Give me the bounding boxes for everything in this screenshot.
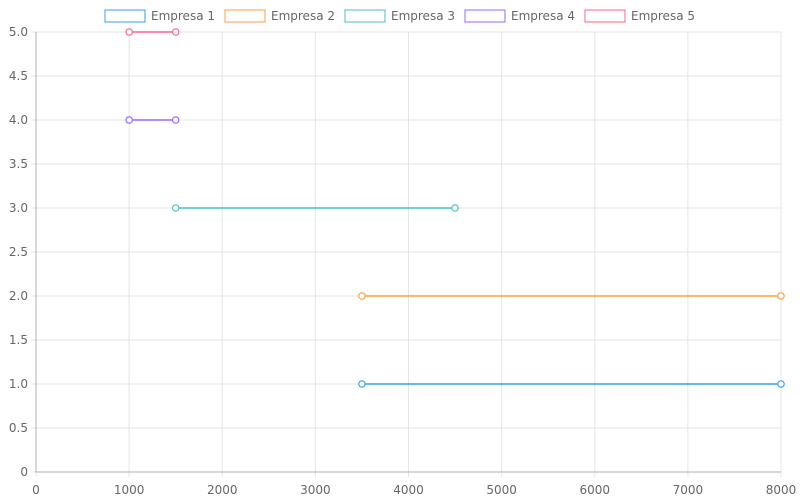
series-5 [125, 28, 180, 36]
y-tick-label: 2.0 [9, 289, 28, 303]
x-tick-label: 4000 [393, 483, 424, 497]
data-point [171, 116, 180, 124]
x-tick-label: 6000 [579, 483, 610, 497]
y-tick-label: 1.5 [9, 333, 28, 347]
legend-item-4[interactable]: Empresa 4 [464, 9, 575, 23]
x-tick-label: 7000 [673, 483, 704, 497]
legend-swatch [224, 9, 266, 23]
series-3 [171, 204, 459, 212]
series-1 [358, 380, 785, 388]
x-tick-label: 5000 [486, 483, 517, 497]
data-point [171, 204, 180, 212]
data-point [125, 28, 133, 36]
legend-label: Empresa 4 [511, 9, 575, 23]
legend[interactable]: Empresa 1 Empresa 2 Empresa 3 Empresa 4 Empr… [104, 9, 695, 23]
x-tick-label: 1000 [114, 483, 145, 497]
x-tick-label: 8000 [766, 483, 797, 497]
data-point [451, 204, 459, 212]
legend-item-2[interactable]: Empresa 2 [224, 9, 335, 23]
series-2 [358, 292, 785, 300]
x-tick-label: 0 [32, 483, 40, 497]
legend-swatch [104, 9, 146, 23]
legend-label: Empresa 5 [631, 9, 695, 23]
y-tick-label: 1.0 [9, 377, 28, 391]
series-4 [125, 116, 180, 124]
legend-item-1[interactable]: Empresa 1 [104, 9, 215, 23]
grid [31, 31, 782, 477]
x-tick-label: 2000 [207, 483, 238, 497]
legend-swatch [464, 9, 506, 23]
legend-label: Empresa 2 [271, 9, 335, 23]
y-tick-label: 2.5 [9, 245, 28, 259]
y-tick-label: 4.5 [9, 69, 28, 83]
data-point [358, 380, 366, 388]
axes [35, 32, 781, 473]
y-tick-label: 0 [20, 465, 28, 479]
y-tick-label: 5.0 [9, 25, 28, 39]
legend-swatch [344, 9, 386, 23]
data-point [125, 116, 133, 124]
y-tick-label: 3.0 [9, 201, 28, 215]
tick-labels: 0 1000 2000 3000 4000 5000 6000 7000 8000 0 0.5 1.0… [9, 25, 796, 497]
x-tick-label: 3000 [300, 483, 331, 497]
legend-swatch [584, 9, 626, 23]
legend-label: Empresa 3 [391, 9, 455, 23]
legend-item-5[interactable]: Empresa 5 [584, 9, 695, 23]
y-tick-label: 0.5 [9, 421, 28, 435]
data-point [171, 28, 180, 36]
y-tick-label: 4.0 [9, 113, 28, 127]
series [125, 28, 785, 388]
legend-item-3[interactable]: Empresa 3 [344, 9, 455, 23]
data-point [777, 292, 785, 300]
data-point [358, 292, 366, 300]
legend-label: Empresa 1 [151, 9, 215, 23]
data-point [777, 380, 785, 388]
y-tick-label: 3.5 [9, 157, 28, 171]
